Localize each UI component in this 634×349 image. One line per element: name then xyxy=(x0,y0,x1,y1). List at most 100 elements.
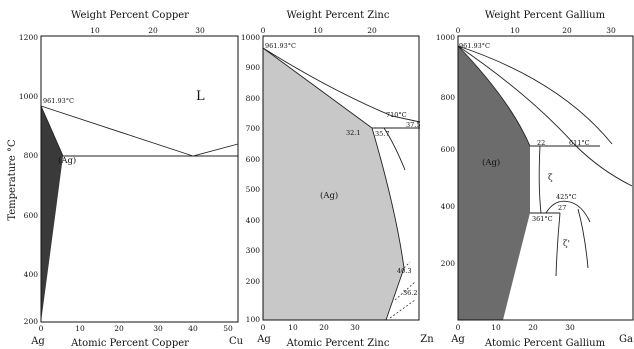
bottom-tick: 10 xyxy=(75,324,85,333)
zeta-prime-boundary xyxy=(577,208,589,269)
bottom-tick: 0 xyxy=(39,324,44,333)
liquidus-line xyxy=(457,45,633,187)
liquidus-line xyxy=(40,105,239,157)
plot-frame xyxy=(262,35,420,321)
top-tick: 10 xyxy=(313,26,323,35)
bottom-tick: 0 xyxy=(456,323,461,332)
y-tick: 1000 xyxy=(436,33,455,42)
bottom-title: Atomic Percent Copper xyxy=(70,338,189,349)
ag-solid-solution-region xyxy=(41,106,63,322)
bottom-tick: 0 xyxy=(261,323,266,332)
left-element-label: Ag xyxy=(30,336,45,347)
y-tick: 600 xyxy=(441,145,456,154)
liquidus-line-upper xyxy=(40,105,194,157)
zeta-prime-dome xyxy=(545,200,591,223)
beta-boundary xyxy=(383,127,406,171)
bottom-tick: 20 xyxy=(114,324,124,333)
ordering-line xyxy=(389,299,416,319)
y-tick: 900 xyxy=(246,63,261,72)
plot-frame xyxy=(457,35,634,321)
bottom-tick: 30 xyxy=(565,323,575,332)
top-tick: 20 xyxy=(367,26,377,35)
zeta-boundary xyxy=(538,145,542,214)
phase-label: (Ag) xyxy=(58,155,76,166)
y-tick: 600 xyxy=(24,211,39,220)
left-element-label: Ag xyxy=(256,334,271,345)
top-tick: 10 xyxy=(510,26,520,35)
zeta-prime-boundary xyxy=(555,212,561,277)
y-tick: 1000 xyxy=(241,33,260,42)
top-title: Weight Percent Gallium xyxy=(485,10,606,21)
top-tick: 20 xyxy=(148,26,158,35)
plot-frame xyxy=(40,35,239,323)
top-tick: 0 xyxy=(261,26,266,35)
composition-label: 40.3 xyxy=(397,267,411,275)
bottom-tick: 20 xyxy=(319,323,329,332)
bottom-tick: 20 xyxy=(528,323,538,332)
melting-point-label: 961.93°C xyxy=(265,42,296,50)
composition-label: 27 xyxy=(558,204,566,212)
bottom-title: Atomic Percent Gallium xyxy=(484,338,606,349)
panel-ag-zn: Weight Percent Zinc Atomic Percent Zinc … xyxy=(241,10,434,349)
phase-label: ζ' xyxy=(563,239,570,249)
top-tick: 0 xyxy=(456,26,461,35)
composition-label: 37.5 xyxy=(406,121,420,129)
y-tick: 500 xyxy=(246,185,261,194)
y-tick: 300 xyxy=(246,246,261,255)
phase-label: (Ag) xyxy=(482,157,500,168)
solidus-line xyxy=(262,47,373,129)
solvus-line xyxy=(371,127,405,321)
top-tick: 20 xyxy=(562,26,572,35)
y-axis-label: Temperature °C xyxy=(7,139,18,221)
temperature-label: 710°C xyxy=(386,111,407,119)
y-tick: 200 xyxy=(24,317,39,326)
y-tick: 800 xyxy=(246,94,261,103)
y-tick: 800 xyxy=(24,151,39,160)
y-tick: 800 xyxy=(441,93,456,102)
top-title: Weight Percent Copper xyxy=(71,10,189,21)
ag-solid-solution-region xyxy=(263,48,404,320)
composition-label: 35.7 xyxy=(375,130,389,138)
y-tick: 1200 xyxy=(19,33,38,42)
composition-label: 36.2 xyxy=(403,289,417,297)
top-tick: 10 xyxy=(90,26,100,35)
right-element-label: Ga xyxy=(619,334,633,345)
temperature-label: 361°C xyxy=(532,215,553,223)
solidus-line xyxy=(457,45,531,147)
temperature-label: 425°C xyxy=(556,193,577,201)
melting-point-label: 961.93°C xyxy=(43,97,74,105)
liquid-label: L xyxy=(196,89,205,104)
y-tick: 100 xyxy=(246,315,261,324)
composition-label: 32.1 xyxy=(346,129,360,137)
y-tick: 200 xyxy=(246,277,261,286)
bottom-tick: 10 xyxy=(491,323,501,332)
panel-ag-cu: Weight Percent Copper Atomic Percent Cop… xyxy=(7,10,244,349)
bottom-tick: 30 xyxy=(153,324,163,333)
panel-ag-ga: Weight Percent Gallium Atomic Percent Ga… xyxy=(436,10,634,349)
left-element-label: Ag xyxy=(450,334,465,345)
y-tick: 400 xyxy=(246,216,261,225)
y-tick: 400 xyxy=(441,202,456,211)
ordering-line xyxy=(403,261,411,269)
ag-solid-solution-region xyxy=(458,46,530,320)
phase-label: ζ xyxy=(548,173,553,183)
bottom-title: Atomic Percent Zinc xyxy=(286,338,390,349)
right-element-label: Cu xyxy=(229,336,244,347)
bottom-tick: 30 xyxy=(350,323,360,332)
temperature-label: 611°C xyxy=(569,139,590,147)
top-tick: 30 xyxy=(195,26,205,35)
y-tick: 600 xyxy=(246,155,261,164)
top-tick: 30 xyxy=(606,26,616,35)
liquidus-line xyxy=(262,47,421,123)
bottom-tick: 50 xyxy=(223,324,233,333)
top-title: Weight Percent Zinc xyxy=(287,10,390,21)
phase-label: (Ag) xyxy=(320,190,338,201)
y-tick: 700 xyxy=(246,124,261,133)
composition-label: 22 xyxy=(537,139,545,147)
y-tick: 1000 xyxy=(19,92,38,101)
bottom-tick: 10 xyxy=(288,323,298,332)
right-element-label: Zn xyxy=(420,334,434,345)
melting-point-label: 961.93°C xyxy=(459,42,490,50)
liquidus-line-upper xyxy=(457,45,613,145)
